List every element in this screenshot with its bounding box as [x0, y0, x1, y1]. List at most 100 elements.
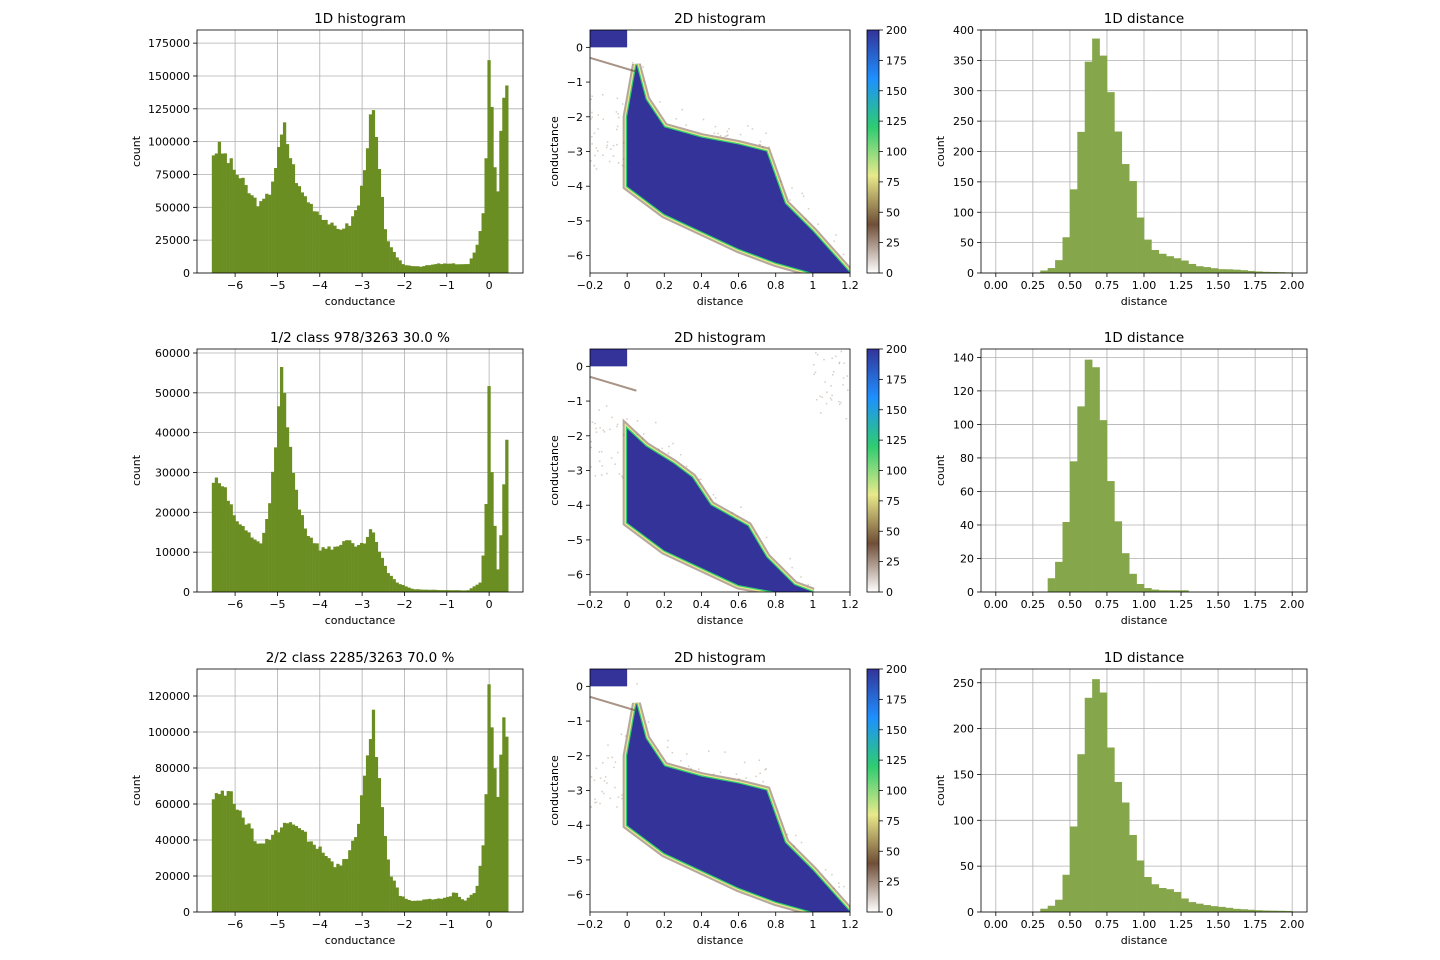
histogram-bar: [374, 541, 379, 592]
heatmap-cell: [591, 136, 593, 138]
x-tick-label: 0: [624, 598, 631, 611]
heatmap-cell: [755, 775, 757, 778]
histogram-bar: [336, 228, 340, 273]
x-tick-label: 1: [809, 918, 816, 931]
y-tick-label: −6: [567, 889, 583, 902]
y-tick-label: 150: [953, 768, 974, 781]
x-tick-label: 1.25: [1169, 598, 1194, 611]
histogram-bar: [279, 134, 284, 273]
heatmap-cell: [815, 352, 817, 354]
x-tick-label: −5: [269, 598, 285, 611]
histogram-bar: [454, 892, 459, 912]
histogram-bars: [1040, 679, 1293, 912]
colorbar-gradient: [867, 30, 879, 273]
histogram-bar: [241, 177, 245, 273]
x-tick-label: 0.2: [656, 598, 674, 611]
histogram-bar: [1136, 860, 1145, 912]
histogram-bar: [279, 827, 284, 912]
y-axis-label: count: [130, 774, 143, 806]
histogram-bar: [232, 803, 236, 912]
histogram-bar: [1151, 884, 1160, 912]
y-axis-label: conductance: [548, 116, 561, 187]
histogram-bar: [505, 439, 509, 592]
heatmap-cell: [618, 473, 621, 475]
y-tick-label: 250: [953, 677, 974, 690]
x-axis-label: distance: [697, 934, 744, 947]
histogram-bar: [392, 251, 396, 273]
heatmap-cell: [795, 834, 797, 837]
heatmap-cell: [813, 373, 815, 375]
colorbar-gradient: [867, 669, 879, 912]
chart-title: 1/2 class 978/3263 30.0 %: [270, 330, 450, 346]
histogram-bar: [274, 168, 278, 273]
histogram-bar: [256, 206, 260, 273]
subplot-0-2: 0.00 0.25 0.50 0.75 1.00 1.25 1.50 1.75 2.00 0 50 1…: [934, 11, 1308, 308]
heatmap-cell: [595, 431, 598, 433]
heatmap-cell: [597, 114, 600, 116]
x-axis-label: distance: [1121, 295, 1168, 308]
heatmap-cell: [832, 370, 835, 373]
histogram-bar: [1144, 588, 1152, 592]
x-axis-label: distance: [697, 295, 744, 308]
colorbar-tick-label: 125: [886, 115, 907, 128]
subplot-1-2: 0.00 0.25 0.50 0.75 1.00 1.25 1.50 1.75 2.00 0 20 4…: [934, 330, 1308, 627]
histogram-bar: [282, 392, 287, 592]
histogram-bar: [288, 822, 293, 912]
histogram-bar: [472, 586, 476, 592]
heatmap-cell: [603, 780, 606, 782]
y-tick-label: 60: [960, 485, 974, 498]
histogram-bar: [262, 532, 266, 592]
y-tick-label: −1: [567, 76, 583, 89]
y-tick-label: 20000: [155, 506, 190, 519]
histogram-bar: [1151, 589, 1160, 592]
histogram-bar: [1173, 891, 1182, 912]
heatmap-cell: [838, 882, 840, 885]
y-tick-label: 100000: [148, 136, 190, 149]
histogram-bar: [1181, 898, 1189, 912]
histogram-bar: [496, 796, 500, 912]
x-tick-label: 0: [486, 598, 493, 611]
heatmap-cell: [835, 355, 837, 358]
heatmap-cell: [832, 374, 834, 376]
histogram-bar: [1262, 910, 1271, 912]
heatmap-cell: [712, 773, 715, 775]
heatmap-cell: [842, 377, 845, 379]
histogram-bar: [321, 852, 325, 912]
histogram-bar: [235, 521, 239, 592]
heatmap-cell: [602, 118, 605, 121]
chart-title: 2D histogram: [674, 11, 766, 27]
x-tick-label: 0.25: [1021, 598, 1046, 611]
colorbar-gradient: [867, 349, 879, 592]
heatmap-cell: [791, 566, 793, 569]
heatmap-cell: [846, 375, 849, 377]
y-tick-label: 0: [967, 267, 974, 280]
histogram-bar: [1173, 258, 1182, 273]
histogram-bar: [451, 892, 456, 912]
heatmap-cell: [659, 101, 661, 103]
heatmap-cell: [609, 797, 611, 800]
colorbar-tick-label: 150: [886, 404, 907, 417]
y-tick-label: −2: [567, 430, 583, 443]
histogram-bar: [428, 589, 432, 592]
heatmap-cell: [616, 806, 618, 808]
histogram-bar: [1158, 253, 1167, 273]
x-tick-label: 1.25: [1169, 918, 1194, 931]
histogram-bar: [271, 181, 275, 273]
histogram-bar: [404, 586, 408, 592]
heatmap-cell: [824, 381, 826, 383]
heatmap-cell: [621, 164, 624, 167]
histogram-bar: [262, 843, 266, 912]
heatmap-cell: [819, 395, 821, 398]
histogram-bar: [380, 196, 385, 273]
histogram-bar: [481, 555, 485, 592]
heatmap-cell: [765, 132, 767, 135]
subplot-0-0: −6 −5 −4 −3 −2 −1 0 0 25000 50000 75000 100000 12500…: [130, 11, 524, 308]
heatmap-cell: [667, 452, 670, 455]
histogram-bar: [297, 509, 302, 592]
x-tick-label: 0.6: [730, 279, 748, 292]
histogram-bar: [1121, 164, 1130, 273]
histogram-bar: [1232, 908, 1241, 912]
heatmap-cell: [713, 132, 716, 134]
histogram-bar: [354, 210, 358, 273]
